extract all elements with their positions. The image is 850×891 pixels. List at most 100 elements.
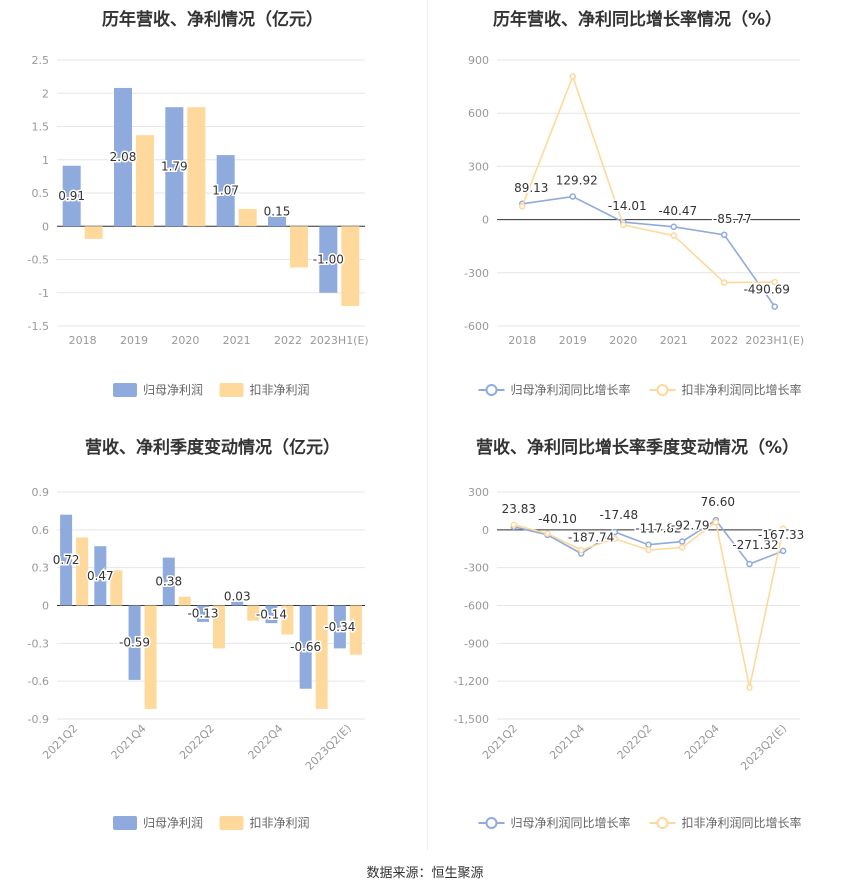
- data-label: 1.79: [161, 160, 188, 174]
- data-point: [712, 519, 720, 526]
- x-tick-label: 2022Q2: [177, 722, 217, 762]
- data-point: [611, 528, 619, 536]
- annual-growth-plot: 900 600 300 0 -300 -600 2018 2019 2020 2021 2022 20…: [464, 54, 804, 397]
- data-label: 23.83: [502, 502, 536, 516]
- y-tick-label: -300: [464, 267, 489, 280]
- y-tick-label: -0.5: [28, 254, 49, 267]
- data-label: -0.59: [119, 636, 150, 650]
- chart-title: 营收、净利同比增长率季度变动情况（%）: [475, 438, 800, 458]
- x-tick-label: 2023H1(E): [745, 334, 804, 347]
- data-point: [779, 547, 787, 555]
- legend-label: 扣非净利润同比增长率: [682, 815, 802, 830]
- data-point: [670, 223, 677, 231]
- data-label: -187.74: [568, 531, 614, 545]
- data-label: 89.13: [514, 181, 548, 195]
- bar: [213, 605, 225, 649]
- legend-label: 归母净利润: [143, 383, 203, 397]
- data-point: [721, 231, 728, 239]
- y-tick-label: -600: [464, 600, 489, 613]
- bar: [290, 226, 308, 268]
- data-label: 129.92: [556, 174, 598, 188]
- data-label: -490.69: [744, 283, 790, 297]
- bar: [128, 605, 141, 680]
- data-label: -14.01: [608, 199, 647, 213]
- y-tick-label: 1.5: [32, 121, 50, 134]
- data-point: [645, 546, 652, 554]
- y-tick-label: 0.6: [32, 524, 50, 537]
- data-label: 76.60: [701, 495, 735, 509]
- legend-swatch: [113, 383, 137, 397]
- bar: [76, 537, 89, 606]
- quarterly-growth-chart: 营收、净利同比增长率季度变动情况（%） 300 0 -300 -600 -900 -1,2…: [425, 425, 850, 850]
- legend-marker: [485, 384, 498, 396]
- x-tick-label: 2019: [120, 334, 148, 347]
- data-label: -167.33: [758, 528, 804, 542]
- source-name: 恒生聚源: [431, 866, 484, 881]
- legend-marker: [485, 817, 498, 829]
- x-tick-label: 2022Q4: [682, 722, 722, 762]
- x-tick-label: 2023H1(E): [310, 334, 369, 347]
- bar: [341, 226, 360, 307]
- y-tick-label: -0.9: [28, 713, 49, 726]
- data-point: [645, 541, 652, 548]
- y-tick-label: 2.5: [32, 54, 50, 67]
- x-tick-label: 2019: [559, 334, 587, 347]
- y-tick-label: -600: [464, 320, 489, 333]
- y-tick-label: -1: [38, 287, 49, 300]
- data-label: -0.66: [290, 640, 321, 654]
- bar: [144, 605, 157, 709]
- y-tick-label: 300: [468, 160, 489, 173]
- y-tick-label: 0.3: [32, 562, 50, 575]
- x-tick-label: 2020: [609, 334, 637, 347]
- x-tick-label: 2023Q2(E): [738, 722, 789, 773]
- bar: [178, 596, 191, 606]
- data-label: -117.82: [635, 522, 681, 536]
- bar: [136, 135, 154, 227]
- y-tick-label: -300: [464, 562, 489, 575]
- legend-label: 扣非净利润同比增长率: [682, 382, 802, 397]
- bar: [281, 605, 294, 635]
- annual-profit-chart: 历年营收、净利情况（亿元） 2.5 2 1.5 1 0.5 0 -0.5 -1 -1.5 2018…: [0, 0, 425, 420]
- y-tick-label: 600: [468, 107, 489, 120]
- data-point: [611, 535, 619, 542]
- y-tick-label: -0.3: [28, 637, 49, 650]
- bar: [114, 87, 132, 227]
- data-label: -0.34: [324, 620, 355, 634]
- annual-growth-chart: 历年营收、净利同比增长率情况（%） 900 600 300 0 -300 -600 2018…: [425, 0, 850, 420]
- data-label: 0.91: [58, 189, 85, 203]
- data-point: [721, 279, 728, 286]
- data-point: [771, 278, 778, 286]
- y-tick-label: 0.5: [32, 187, 50, 200]
- legend-swatch: [113, 816, 137, 830]
- bar: [94, 546, 107, 606]
- data-point: [577, 546, 585, 554]
- data-point: [678, 538, 686, 545]
- data-label: 0.72: [53, 553, 80, 567]
- data-label: 0.15: [264, 204, 291, 218]
- series-line: [521, 74, 775, 284]
- y-tick-label: 300: [468, 486, 489, 499]
- data-point: [510, 521, 518, 529]
- y-tick-label: 0: [482, 214, 489, 227]
- data-label: -40.10: [538, 512, 577, 526]
- data-point: [678, 544, 686, 551]
- x-tick-label: 2020: [171, 334, 199, 347]
- bar: [187, 107, 206, 227]
- chart-title: 营收、净利季度变动情况（亿元）: [85, 438, 340, 458]
- legend-label: 归母净利润同比增长率: [511, 815, 631, 830]
- data-label: -1.00: [313, 253, 344, 267]
- x-tick-label: 2018: [508, 334, 536, 347]
- y-tick-label: 1: [42, 154, 49, 167]
- quarterly-profit-chart: 营收、净利季度变动情况（亿元） 0.9 0.6 0.3 0 -0.3 -0.6 -0.9 20…: [0, 425, 425, 850]
- bar: [319, 226, 338, 293]
- y-tick-label: -1,500: [454, 713, 489, 726]
- y-tick-label: -0.6: [28, 675, 49, 688]
- data-point: [519, 203, 526, 210]
- legend-label: 扣非净利润: [250, 816, 310, 830]
- data-label: -92.79: [671, 519, 710, 533]
- bar: [62, 165, 81, 227]
- data-label: -0.13: [187, 607, 218, 621]
- legend-swatch: [219, 816, 244, 830]
